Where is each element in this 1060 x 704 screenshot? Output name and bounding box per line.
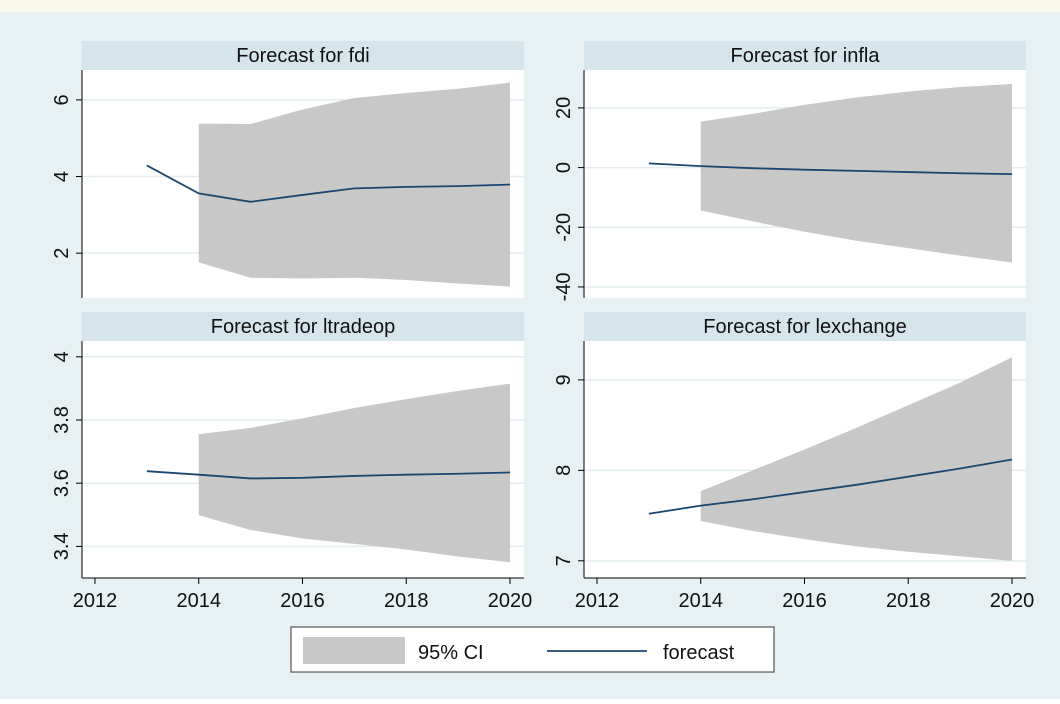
- y-tick-label: 4: [51, 171, 73, 182]
- ci-band: [198, 82, 510, 287]
- forecast-line: [146, 164, 511, 203]
- x-tick-label: 2018: [886, 590, 931, 612]
- y-tick-label: 2: [51, 248, 73, 259]
- forecast-line: [648, 458, 1013, 515]
- legend-label: forecast: [663, 642, 735, 664]
- y-tick-label: -20: [553, 213, 575, 242]
- ci-band: [700, 84, 1012, 263]
- y-tick-label: 3.6: [51, 469, 73, 497]
- x-tick-label: 2020: [990, 590, 1035, 612]
- y-tick-label: -40: [553, 273, 575, 302]
- x-tick-label: 2016: [280, 590, 325, 612]
- title-bar: [82, 41, 524, 70]
- y-tick-label: 0: [553, 162, 575, 173]
- ci-band: [700, 357, 1012, 561]
- x-tick-label: 2020: [488, 590, 533, 612]
- ci-band: [198, 383, 510, 563]
- x-tick-label: 2012: [73, 590, 118, 612]
- top-strip: [0, 0, 1060, 12]
- forecast-line: [146, 470, 511, 480]
- y-tick-label: 20: [553, 97, 575, 119]
- y-tick-label: 8: [553, 465, 575, 476]
- y-tick-label: 7: [553, 555, 575, 566]
- y-tick-label: 4: [51, 351, 73, 362]
- panel-title: Forecast for infla: [731, 45, 881, 67]
- forecast-line: [648, 162, 1013, 176]
- legend-label: 95% CI: [418, 642, 484, 664]
- x-tick-label: 2016: [782, 590, 827, 612]
- title-bar: [584, 41, 1026, 70]
- y-tick-label: 6: [51, 94, 73, 105]
- x-tick-label: 2012: [575, 590, 620, 612]
- panel-title: Forecast for fdi: [236, 45, 369, 67]
- title-bar: [584, 312, 1026, 341]
- panel-title: Forecast for lexchange: [703, 316, 906, 338]
- y-tick-label: 3.8: [51, 406, 73, 434]
- title-bar: [82, 312, 524, 341]
- x-tick-label: 2018: [384, 590, 429, 612]
- legend-swatch: [303, 637, 405, 664]
- x-tick-label: 2014: [678, 590, 723, 612]
- x-tick-label: 2014: [176, 590, 221, 612]
- y-tick-label: 3.4: [51, 532, 73, 560]
- y-tick-label: 9: [553, 374, 575, 385]
- panel-title: Forecast for ltradeop: [211, 316, 396, 338]
